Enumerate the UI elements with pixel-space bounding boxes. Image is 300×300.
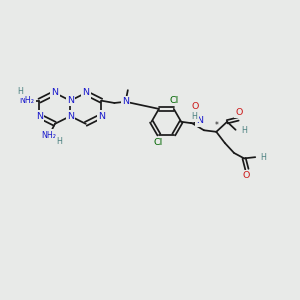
Text: Cl: Cl: [170, 96, 179, 105]
Text: N: N: [98, 112, 105, 121]
Text: NH₂: NH₂: [41, 130, 56, 140]
Text: N: N: [82, 88, 89, 98]
Text: N: N: [196, 116, 203, 125]
Text: H: H: [241, 126, 247, 135]
Text: O: O: [243, 171, 250, 180]
Text: H: H: [261, 153, 266, 162]
Text: H: H: [192, 112, 197, 121]
Text: H: H: [17, 87, 23, 96]
Text: Cl: Cl: [154, 139, 163, 148]
Text: H: H: [56, 137, 62, 146]
Text: N: N: [67, 96, 74, 105]
Text: N: N: [122, 97, 129, 106]
Text: NH₂: NH₂: [20, 96, 34, 105]
Text: N: N: [67, 112, 74, 121]
Text: N: N: [51, 88, 58, 98]
Text: *: *: [215, 121, 219, 130]
Text: N: N: [36, 112, 43, 121]
Text: O: O: [235, 108, 242, 117]
Text: O: O: [192, 102, 199, 111]
